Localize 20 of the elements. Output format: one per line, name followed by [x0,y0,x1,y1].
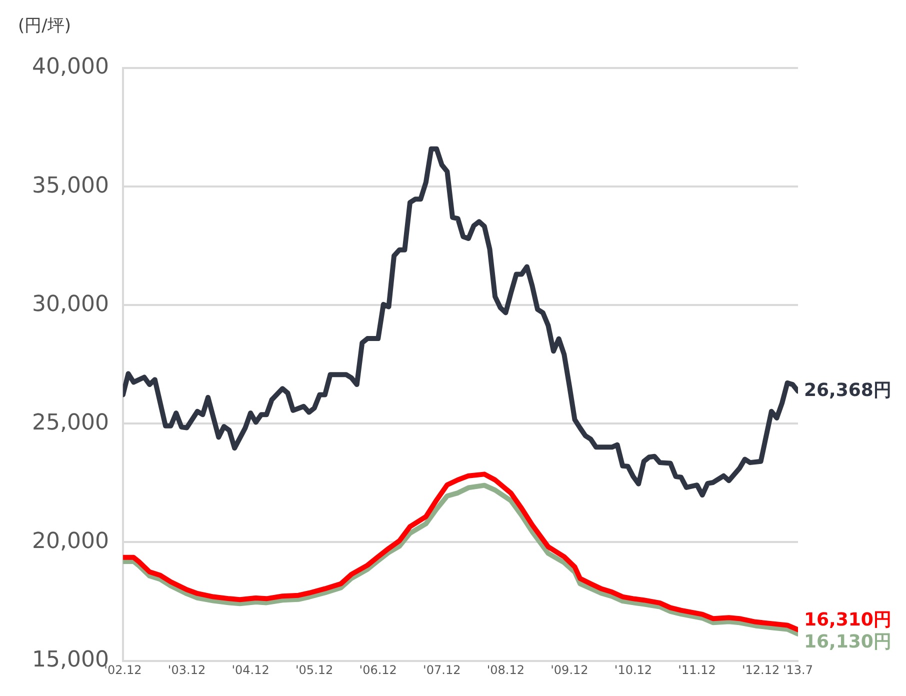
data-label: 16,130円 [804,632,892,653]
x-tick-label: '04.12 [232,663,270,678]
x-tick-label: '06.12 [359,663,397,678]
x-tick-label: '07.12 [423,663,461,678]
y-tick-label: 30,000 [32,292,109,317]
y-tick-label: 20,000 [32,528,109,554]
x-tick-label: '03.12 [168,663,206,678]
y-tick-label: 35,000 [32,173,109,198]
y-axis-title: (円/坪) [18,15,71,37]
x-tick-label: '05.12 [295,663,334,678]
x-tick-label: '12.12 [742,663,780,678]
x-tick-label: '13.7 [782,663,814,678]
data-label: 16,310円 [804,610,892,631]
x-tick-label: '10.12 [614,663,652,678]
x-tick-label: '08.12 [486,663,524,678]
y-tick-label: 25,000 [32,410,109,436]
data-label: 26,368円 [804,380,892,401]
x-tick-label: '09.12 [550,663,588,678]
y-tick-label: 40,000 [32,54,109,80]
x-tick-label: '11.12 [678,663,716,678]
